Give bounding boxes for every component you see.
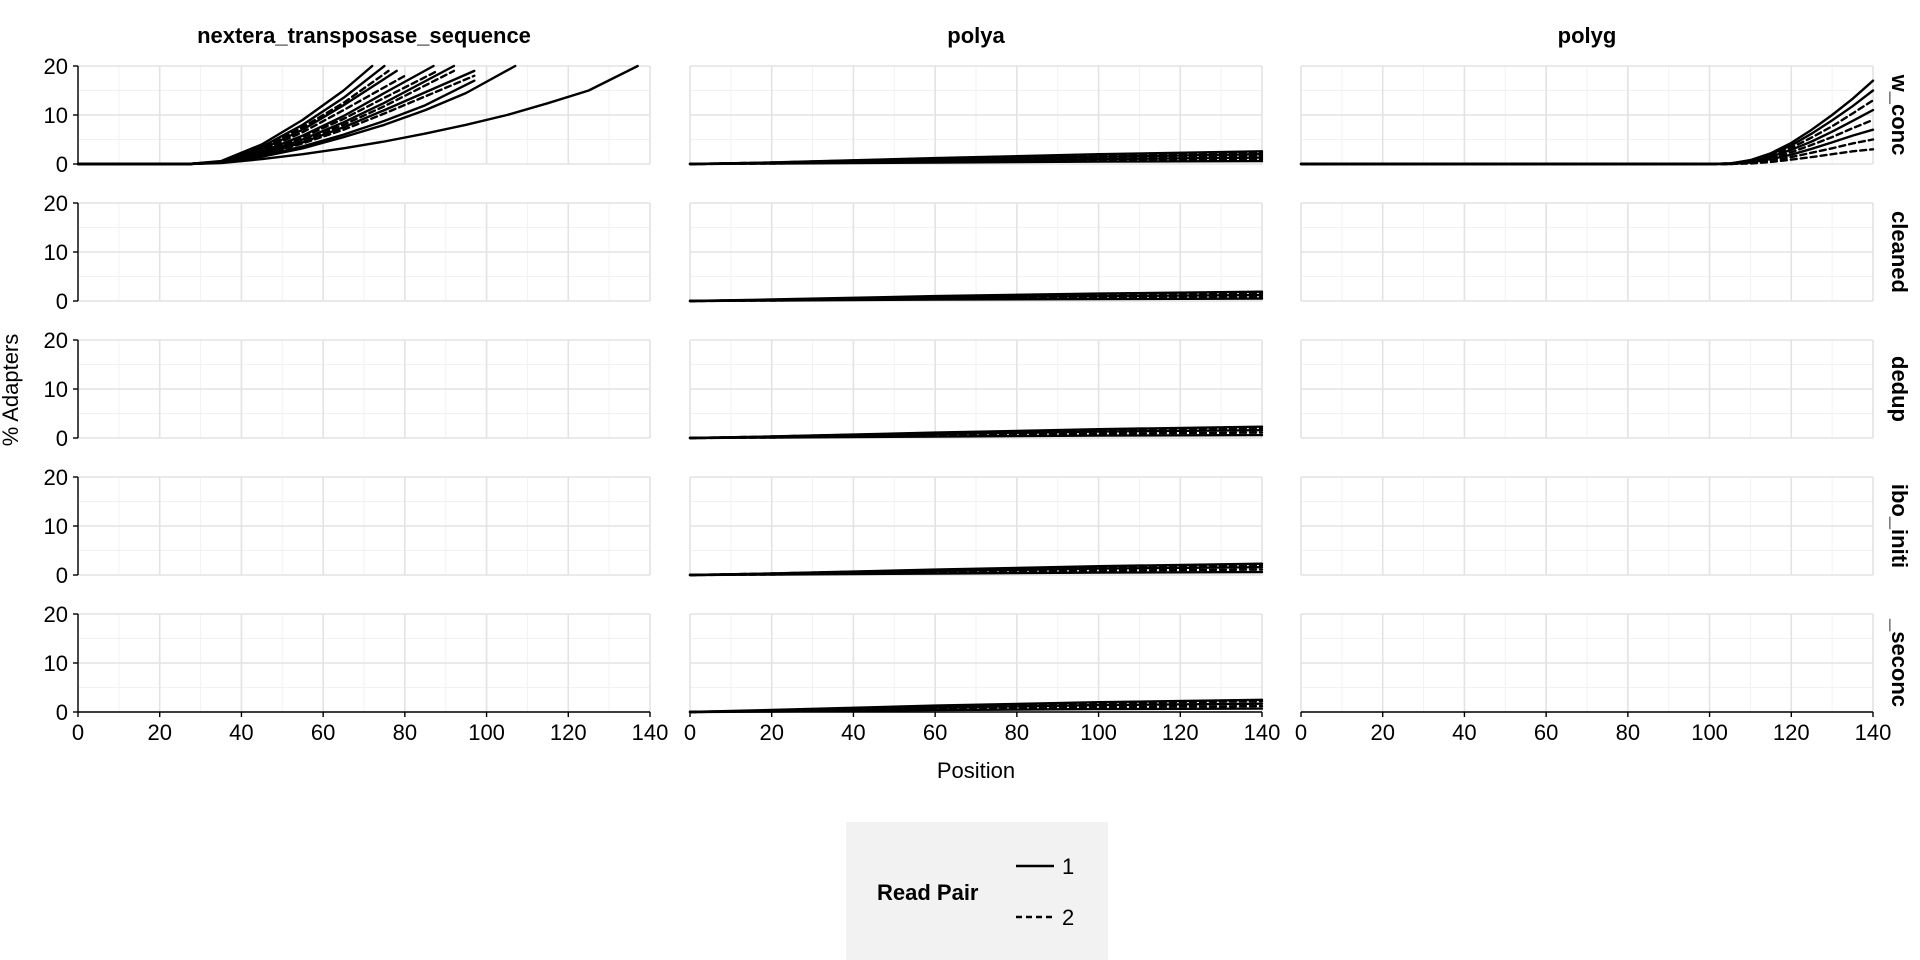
facet-row-label: w_conc [1887, 74, 1912, 156]
panel-cleaned-polya [689, 202, 1263, 302]
x-tick-label: 80 [1005, 720, 1029, 745]
panel-ibo-initi-polyg [1300, 476, 1874, 576]
y-axis-title: % Adapters [0, 334, 23, 447]
y-tick-label: 20 [44, 465, 68, 490]
series-line-read-pair-1 [688, 433, 1264, 440]
panel-ibo-initi-nextera-transposase-sequence: 0 10 20 [44, 465, 651, 588]
legend-background [846, 822, 1108, 960]
y-tick-label: 0 [56, 152, 68, 177]
legend-label-2: 2 [1062, 905, 1074, 930]
x-tick-label: 20 [1370, 720, 1394, 745]
series-line-read-pair-1 [76, 64, 639, 166]
panel-dedup-polyg [1300, 339, 1874, 439]
y-tick-label: 20 [44, 191, 68, 216]
y-tick-label: 0 [56, 700, 68, 725]
series-group [688, 290, 1264, 303]
x-tick-label: 0 [684, 720, 696, 745]
panel-dedup-polya [689, 339, 1263, 439]
x-tick-label: 60 [1534, 720, 1558, 745]
panel-seconc-polyg: 0 20 40 60 80 100 120 140 [1295, 613, 1892, 745]
x-tick-label: 40 [229, 720, 253, 745]
facet-column-label: nextera_transposase_sequence [197, 23, 531, 48]
panel-w-conc-polyg [1300, 65, 1874, 165]
legend-title: Read Pair [877, 880, 979, 905]
y-tick-label: 10 [44, 103, 68, 128]
panel-seconc-polya: 0 20 40 60 80 100 120 140 [684, 613, 1281, 745]
x-tick-label: 100 [1080, 720, 1117, 745]
series-line-read-pair-1 [688, 297, 1264, 303]
y-tick-label: 10 [44, 651, 68, 676]
x-tick-label: 60 [311, 720, 335, 745]
y-tick-label: 10 [44, 514, 68, 539]
panel-dedup-nextera-transposase-sequence: 0 10 20 [44, 328, 651, 451]
series-line-read-pair-2 [1299, 148, 1875, 166]
legend-label-1: 1 [1062, 854, 1074, 879]
series-group [688, 150, 1264, 166]
x-tick-label: 140 [1244, 720, 1281, 745]
panel-w-conc-polya [689, 65, 1263, 165]
y-tick-label: 0 [56, 426, 68, 451]
x-tick-label: 120 [1162, 720, 1199, 745]
y-tick-label: 10 [44, 240, 68, 265]
x-tick-label: 80 [1616, 720, 1640, 745]
facet-column-label: polya [947, 23, 1005, 48]
y-tick-label: 20 [44, 54, 68, 79]
x-tick-label: 40 [1452, 720, 1476, 745]
x-tick-label: 140 [1855, 720, 1892, 745]
x-tick-label: 120 [1773, 720, 1810, 745]
x-tick-label: 0 [72, 720, 84, 745]
x-tick-label: 20 [759, 720, 783, 745]
y-tick-label: 0 [56, 563, 68, 588]
y-tick-label: 20 [44, 328, 68, 353]
x-tick-label: 140 [632, 720, 669, 745]
y-tick-label: 0 [56, 289, 68, 314]
series-group [688, 562, 1264, 577]
x-tick-label: 20 [147, 720, 171, 745]
legend: Read Pair 1 2 [846, 822, 1108, 960]
series-group [1299, 79, 1875, 166]
x-axis-title: Position [937, 758, 1015, 783]
series-line-read-pair-2 [76, 74, 476, 166]
facet-row-label: cleaned [1887, 211, 1912, 293]
panel-cleaned-polyg [1300, 202, 1874, 302]
facet-row-label: dedup [1887, 356, 1912, 422]
series-line-read-pair-1 [688, 159, 1264, 166]
x-tick-label: 40 [841, 720, 865, 745]
facet-row-label: _seconc [1887, 618, 1912, 707]
panel-cleaned-nextera-transposase-sequence: 0 10 20 [44, 191, 651, 314]
y-tick-label: 10 [44, 377, 68, 402]
facet-column-label: polyg [1558, 23, 1617, 48]
series-group [688, 425, 1264, 440]
x-tick-label: 0 [1295, 720, 1307, 745]
series-group [76, 64, 639, 166]
x-tick-label: 60 [923, 720, 947, 745]
x-tick-label: 120 [550, 720, 587, 745]
x-tick-label: 100 [468, 720, 505, 745]
panel-seconc-nextera-transposase-sequence: 0 10 20 0 20 40 60 80 100 120 140 [44, 602, 669, 745]
panel-ibo-initi-polya [689, 476, 1263, 576]
y-tick-label: 20 [44, 602, 68, 627]
x-tick-label: 80 [393, 720, 417, 745]
series-line-read-pair-1 [688, 570, 1264, 577]
facet-row-label: ibo_initi [1887, 484, 1912, 568]
series-group [688, 698, 1264, 714]
x-tick-label: 100 [1691, 720, 1728, 745]
series-line-read-pair-1 [688, 707, 1264, 714]
